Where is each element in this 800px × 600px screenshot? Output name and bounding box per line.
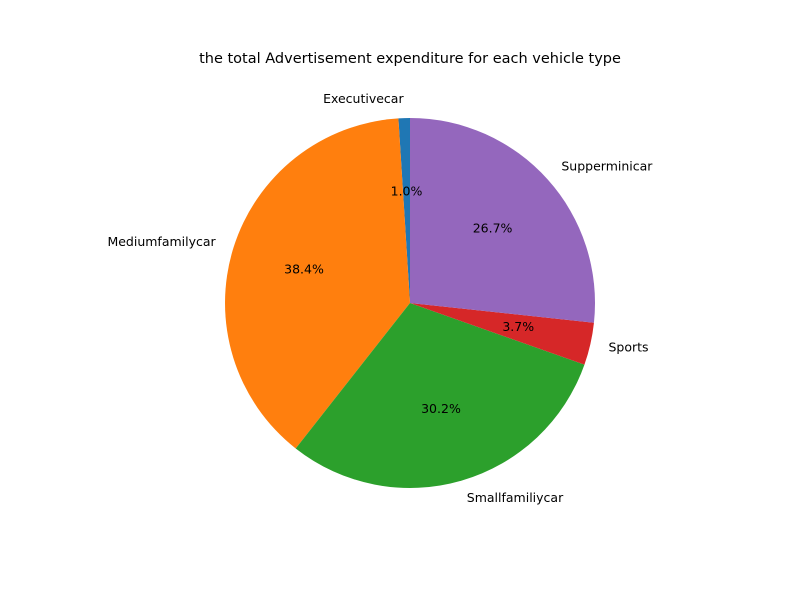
label-sports: Sports: [608, 340, 648, 355]
percent-executivecar: 1.0%: [391, 184, 423, 199]
percent-supperminicar: 26.7%: [473, 220, 513, 235]
pie-percent-labels: 1.0% 38.4% 30.2% 3.7% 26.7%: [284, 184, 534, 417]
slice-mediumfamilycar: [225, 118, 410, 449]
label-supperminicar: Supperminicar: [561, 158, 653, 173]
pie-labels: Executivecar Mediumfamilycar Smallfamiliyc…: [107, 91, 653, 505]
percent-sports: 3.7%: [502, 319, 534, 334]
slice-smallfamiliycar: [295, 303, 585, 488]
label-mediumfamilycar: Mediumfamilycar: [107, 234, 216, 249]
label-executivecar: Executivecar: [323, 91, 404, 106]
slice-executivecar: [398, 118, 410, 303]
chart-title: the total Advertisement expenditure for …: [199, 51, 621, 67]
slice-sports: [410, 303, 594, 365]
slice-supperminicar: [410, 118, 596, 323]
percent-smallfamiliycar: 30.2%: [421, 401, 461, 416]
pie-slices: [225, 118, 596, 488]
label-smallfamiliycar: Smallfamiliycar: [467, 490, 564, 505]
percent-mediumfamilycar: 38.4%: [284, 262, 324, 277]
